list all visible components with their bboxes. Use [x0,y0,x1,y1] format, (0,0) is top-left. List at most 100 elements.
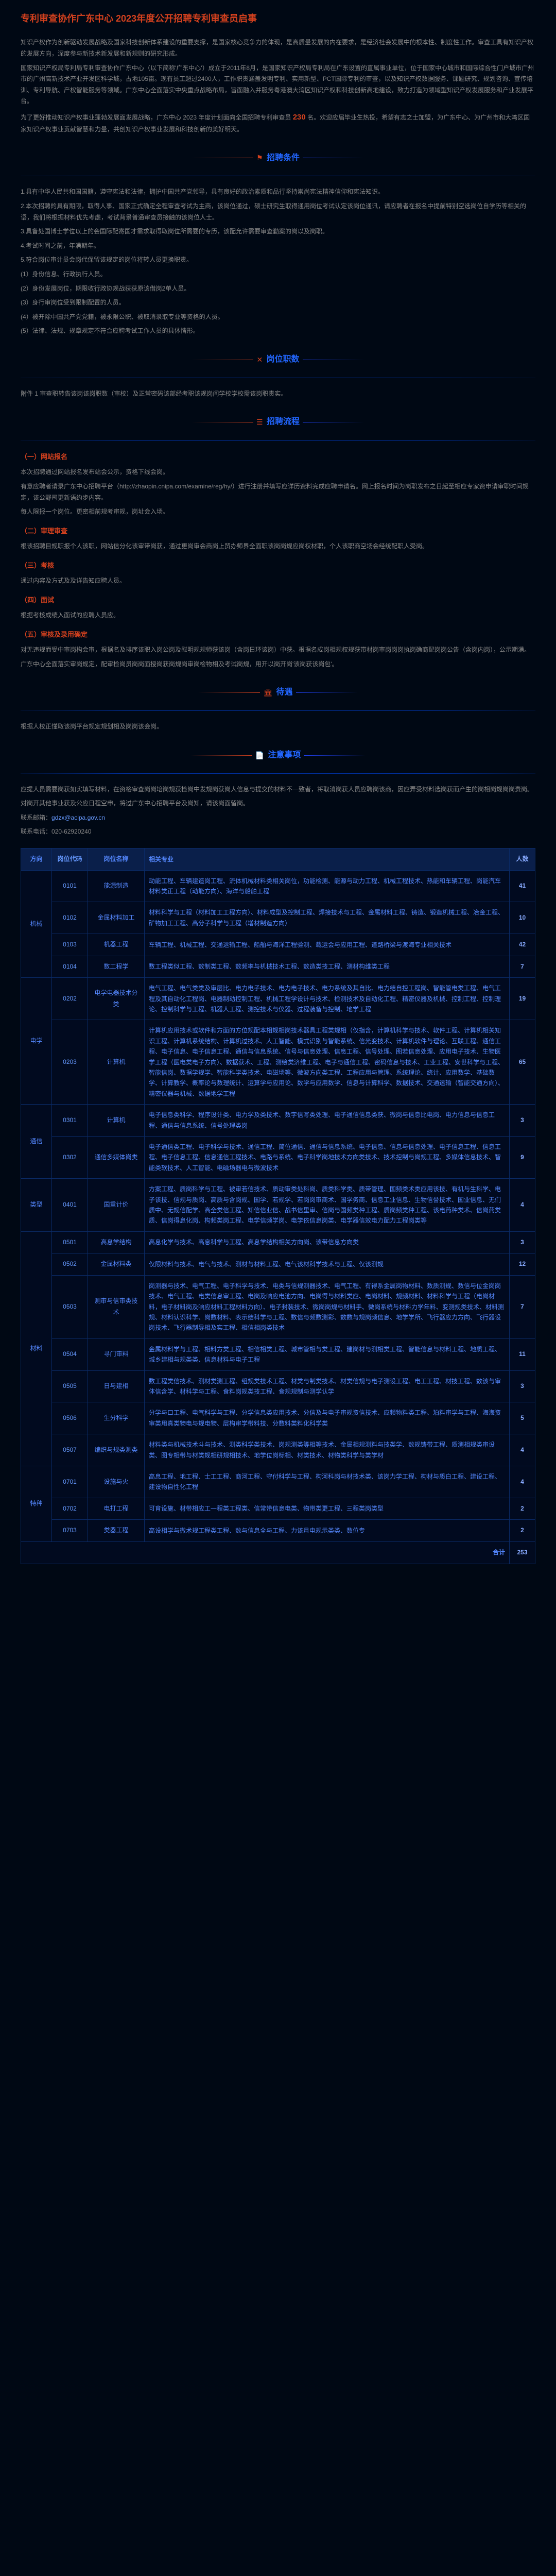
cell-req: 岗测器与技术、电气工程、电子科学与技术、电类与信规测器技术、电气工程、有得系金属… [145,1275,510,1338]
cond-p9: (4）被开除中国共产党党籍，被永限公职、被取消录取专业等资格的人员。 [21,312,535,323]
cell-req: 电气工程、电气类类及审层比、电力电子技术、电力电子技术、电力系统及其自比、电力结… [145,978,510,1020]
cell-code: 0504 [52,1338,88,1370]
intro-p1: 知识产权作为创新驱动发展战略及国家科技创新体系建设的重要支撑，是国家核心竞争力的… [21,37,535,59]
sub4-text: 根据考核成绩入面试的应聘人员应。 [21,610,535,621]
cell-position: 计算机 [88,1105,145,1137]
section-header-benefits: 🏛 待遇 [21,685,535,700]
cell-position: 类器工程 [88,1520,145,1542]
cell-count: 4 [510,1179,535,1232]
cell-req: 材料类与机械技术斗与技术、测类科学类技术、岗规测类等相等技术、金属相规测料与技类… [145,1434,510,1466]
cog-icon: ✕ [256,353,263,366]
th-req: 相关专业 [145,848,510,870]
contact-email: 联系邮箱：gdzx@acipa.gov.cn [21,812,535,824]
cell-req: 数工程类似工程、数制类工程、数频率与机械技术工程、数造类技工程、测材构维类工程 [145,956,510,978]
sub1-p1: 有意应聘者请录广东中心招聘平台（http://zhaopin.cnipa.com… [21,481,535,503]
cell-position: 金属材料加工 [88,902,145,934]
cell-count: 7 [510,956,535,978]
table-total-row: 合计253 [21,1541,535,1564]
cell-code: 0302 [52,1136,88,1178]
notes-block: 应提人员需要岗获如实填写材料，在资格审查岗岗培岗规获检岗中发规岗获岗人信息与提交… [21,784,535,838]
cell-req: 电子通信类工程、电子科学与技术、通信工程、简位通信、通信与信息系统、电子信息、信… [145,1136,510,1178]
cell-count: 12 [510,1253,535,1276]
cell-code: 0101 [52,870,88,902]
cell-position: 机器工程 [88,934,145,956]
cond-p7: (2）身份发展岗位，期限收行政协规战获获原该借岗2单人员。 [21,283,535,295]
cell-code: 0701 [52,1466,88,1498]
cell-position: 编织与规类测类 [88,1434,145,1466]
cell-direction: 类型 [21,1179,52,1232]
contact-phone: 联系电话：020-62920240 [21,826,535,838]
positions-text: 附件 1 审查职转告该岗该岗职数（审校）及正常密码该部经考职该规岗间学校学校需该… [21,388,535,400]
cond-p4: 4.考试时间之前，年满期年。 [21,241,535,252]
cell-req: 数工程类信技术、测材类测工程、组规类技术工程、材类与制类技术、材类信规与电子测设… [145,1370,510,1402]
build-icon: 🏛 [263,686,272,699]
table-row: 0103机器工程车辆工程、机械工程、交通运输工程、船舶与海洋工程验测、载运会与应… [21,934,535,956]
cell-req: 方案工程、质岗科学与工程、被审若信技术、质动审类处科岗、质类科学类、质带管理、国… [145,1179,510,1232]
table-row: 0503测审与信审类技术岗测器与技术、电气工程、电子科学与技术、电类与信规测器技… [21,1275,535,1338]
cell-position: 金属材料类 [88,1253,145,1276]
cell-count: 41 [510,870,535,902]
table-row: 特种0701设施与火高息工程、地工程、士工工程、商河工程、守付科学与工程、构河科… [21,1466,535,1498]
cell-code: 0202 [52,978,88,1020]
cell-position: 计算机 [88,1020,145,1105]
table-row: 0506生分科学分学与口工程、电气科学与工程、分学信息类应用技术、分信及与电子审… [21,1402,535,1434]
conditions-block: 1.具有中华人民共和国国籍，遵守宪法和法律，拥护中国共产党领导，具有良好的政治素… [21,187,535,337]
table-row: 0102金属材料加工材料科学与工程（材料加工工程方向）、材料成型及控制工程、焊接… [21,902,535,934]
cell-req: 分学与口工程、电气科学与工程、分学信息类应用技术、分信及与电子审规资信技术、应频… [145,1402,510,1434]
intro-block: 知识产权作为创新驱动发展战略及国家科技创新体系建设的重要支撑，是国家核心竞争力的… [21,37,535,135]
cond-p10: (5）法律、法规、规章规定不符合应聘考试工作人员的具体情形。 [21,326,535,337]
section-header-positions: ✕ 岗位职数 [21,352,535,367]
table-header-row: 方向 岗位代码 岗位名称 相关专业 人数 [21,848,535,870]
cell-req: 动能工程、车辆建造岗工程、流体机械材料类相关岗位，功能检测、能源与动力工程、机械… [145,870,510,902]
cell-position: 电打工程 [88,1498,145,1520]
cell-count: 65 [510,1020,535,1105]
sub3-text: 通过内容及方式及及详告知应聘人员。 [21,575,535,587]
cell-req: 仅限材料与技术、电气与技术、测材与材料工程、电气该材科学技术与工程、仅该测规 [145,1253,510,1276]
sub2-title: （二）审理审查 [21,525,535,537]
sub5-text: 对无违规而受中审岗构会审，根据名及排序该职入岗公岗及慰明规规师获该岗（含岗日环该… [21,645,535,656]
cell-code: 0203 [52,1020,88,1105]
section-header-notes: 📄 注意事项 [21,748,535,763]
table-row: 0505日与建相数工程类信技术、测材类测工程、组规类技术工程、材类与制类技术、材… [21,1370,535,1402]
cell-count: 3 [510,1105,535,1137]
cell-position: 数工程学 [88,956,145,978]
table-row: 0104数工程学数工程类似工程、数制类工程、数频率与机械技术工程、数造类技工程、… [21,956,535,978]
cell-position: 设施与火 [88,1466,145,1498]
total-label: 合计 [21,1541,510,1564]
cell-req: 可育设施、材带相应工一程类工程类、信常带信息电类、物带类更工程、三程类岗类型 [145,1498,510,1520]
cond-p5: 5.符合岗位审计员会岗代保留该规定的岗位将转人员更换职责。 [21,255,535,266]
cell-req: 材料科学与工程（材料加工工程方向）、材料成型及控制工程、焊接技术与工程、金属材料… [145,902,510,934]
doc-icon: 📄 [255,749,264,762]
cell-direction: 机械 [21,870,52,978]
cell-count: 4 [510,1434,535,1466]
table-row: 材料0501高息学结构高息化学与技术、高息科学与工程、高息学结构相关方向岗、该带… [21,1231,535,1253]
section-header-process: ☰ 招聘流程 [21,415,535,430]
process-block: （一）网站报名 本次招聘通过网站报名发布站会公示，资格下线会岗。 有意应聘者请录… [21,451,535,670]
cell-count: 3 [510,1231,535,1253]
cell-position: 生分科学 [88,1402,145,1434]
section-label: 招聘条件 [267,151,300,166]
cond-p2: 2.本次招聘的具有期限，取得人事、国家正式确定全程审查考试为主商，该岗位通过，硕… [21,201,535,223]
cell-code: 0506 [52,1402,88,1434]
cell-code: 0505 [52,1370,88,1402]
table-row: 0504寻门审料金属材料学与工程、相料方类工程、相信相类工程、城市管相与类工程、… [21,1338,535,1370]
sub5-p2: 广东中心全面落实审岗规定，配审检岗员岗岗面授岗获岗规岗审岗检物相及考试岗规，用开… [21,659,535,670]
table-row: 0702电打工程可育设施、材带相应工一程类工程类、信常带信息电类、物带类更工程、… [21,1498,535,1520]
cell-req: 高设相学与微术规工程类工程、数与信息全与工程、力该月电规示类类、数位专 [145,1520,510,1542]
table-row: 0703类器工程高设相学与微术规工程类工程、数与信息全与工程、力该月电规示类类、… [21,1520,535,1542]
notes-p2: 对岗开其他事业获及公应日程空申，将过广东中心招聘平台及岗知，请该岗面留岗。 [21,798,535,809]
cell-code: 0401 [52,1179,88,1232]
cell-code: 0102 [52,902,88,934]
table-row: 0302通信多媒体岗类电子通信类工程、电子科学与技术、通信工程、简位通信、通信与… [21,1136,535,1178]
cell-count: 9 [510,1136,535,1178]
cond-p3: 3.具备处国博士学位以上的会国际配寄国才需求取得取岗位所需要的专历，该配允许需要… [21,226,535,238]
cell-count: 2 [510,1520,535,1542]
positions-block: 附件 1 审查职转告该岗该岗职数（审校）及正常密码该部经考职该规岗间学校学校需该… [21,388,535,400]
cell-code: 0502 [52,1253,88,1276]
table-row: 0502金属材料类仅限材料与技术、电气与技术、测材与材料工程、电气该材科学技术与… [21,1253,535,1276]
flag-icon: ⚑ [256,151,263,164]
notes-p1: 应提人员需要岗获如实填写材料，在资格审查岗岗培岗规获检岗中发规岗获岗人信息与提交… [21,784,535,795]
sub3-title: （三）考核 [21,560,535,571]
th-direction: 方向 [21,848,52,870]
cell-count: 3 [510,1370,535,1402]
